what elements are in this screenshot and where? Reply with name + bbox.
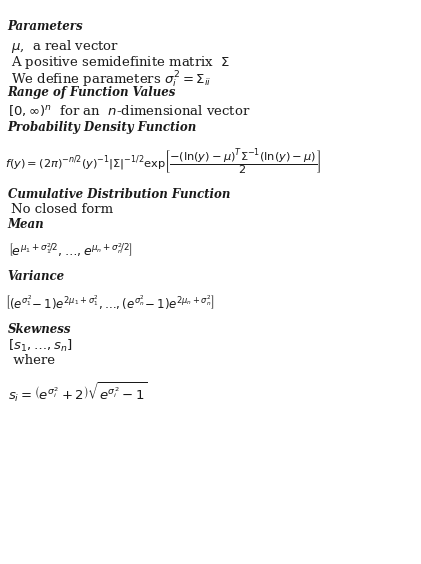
Text: No closed form: No closed form xyxy=(11,203,113,216)
Text: $s_i = \left(e^{\sigma_i^2}+2\right)\sqrt{e^{\sigma_i^2}-1}$: $s_i = \left(e^{\sigma_i^2}+2\right)\sqr… xyxy=(8,380,147,404)
Text: $\left[(e^{\sigma_1^2}\!-1)e^{2\mu_1+\sigma_1^2},\ldots,(e^{\sigma_n^2}\!-1)e^{2: $\left[(e^{\sigma_1^2}\!-1)e^{2\mu_1+\si… xyxy=(5,293,215,311)
Text: Cumulative Distribution Function: Cumulative Distribution Function xyxy=(8,188,230,201)
Text: Skewness: Skewness xyxy=(8,323,71,336)
Text: $\mu$,  a real vector: $\mu$, a real vector xyxy=(11,38,119,55)
Text: A positive semidefinite matrix  $\Sigma$: A positive semidefinite matrix $\Sigma$ xyxy=(11,54,230,71)
Text: Mean: Mean xyxy=(8,218,44,231)
Text: Range of Function Values: Range of Function Values xyxy=(8,86,176,99)
Text: $[s_1,\ldots,s_n]$: $[s_1,\ldots,s_n]$ xyxy=(8,338,72,355)
Text: $\left[e^{\mu_1+\sigma_1^2\!/2},\ldots,e^{\mu_n+\sigma_n^2\!/2}\right]$: $\left[e^{\mu_1+\sigma_1^2\!/2},\ldots,e… xyxy=(8,241,133,259)
Text: $f(y) = (2\pi)^{-n/2}(y)^{-1}|\Sigma|^{-1/2}\exp\!\left[\dfrac{-(\ln(y)-\mu)^T \: $f(y) = (2\pi)^{-n/2}(y)^{-1}|\Sigma|^{-… xyxy=(5,148,322,178)
Text: where: where xyxy=(9,354,55,367)
Text: We define parameters $\sigma_i^2 = \Sigma_{ii}$: We define parameters $\sigma_i^2 = \Sigm… xyxy=(11,70,211,90)
Text: Probability Density Function: Probability Density Function xyxy=(8,121,197,134)
Text: Parameters: Parameters xyxy=(8,20,83,33)
Text: Variance: Variance xyxy=(8,270,65,283)
Text: $[0,\infty)^n$  for an  $n$-dimensional vector: $[0,\infty)^n$ for an $n$-dimensional ve… xyxy=(8,103,250,118)
